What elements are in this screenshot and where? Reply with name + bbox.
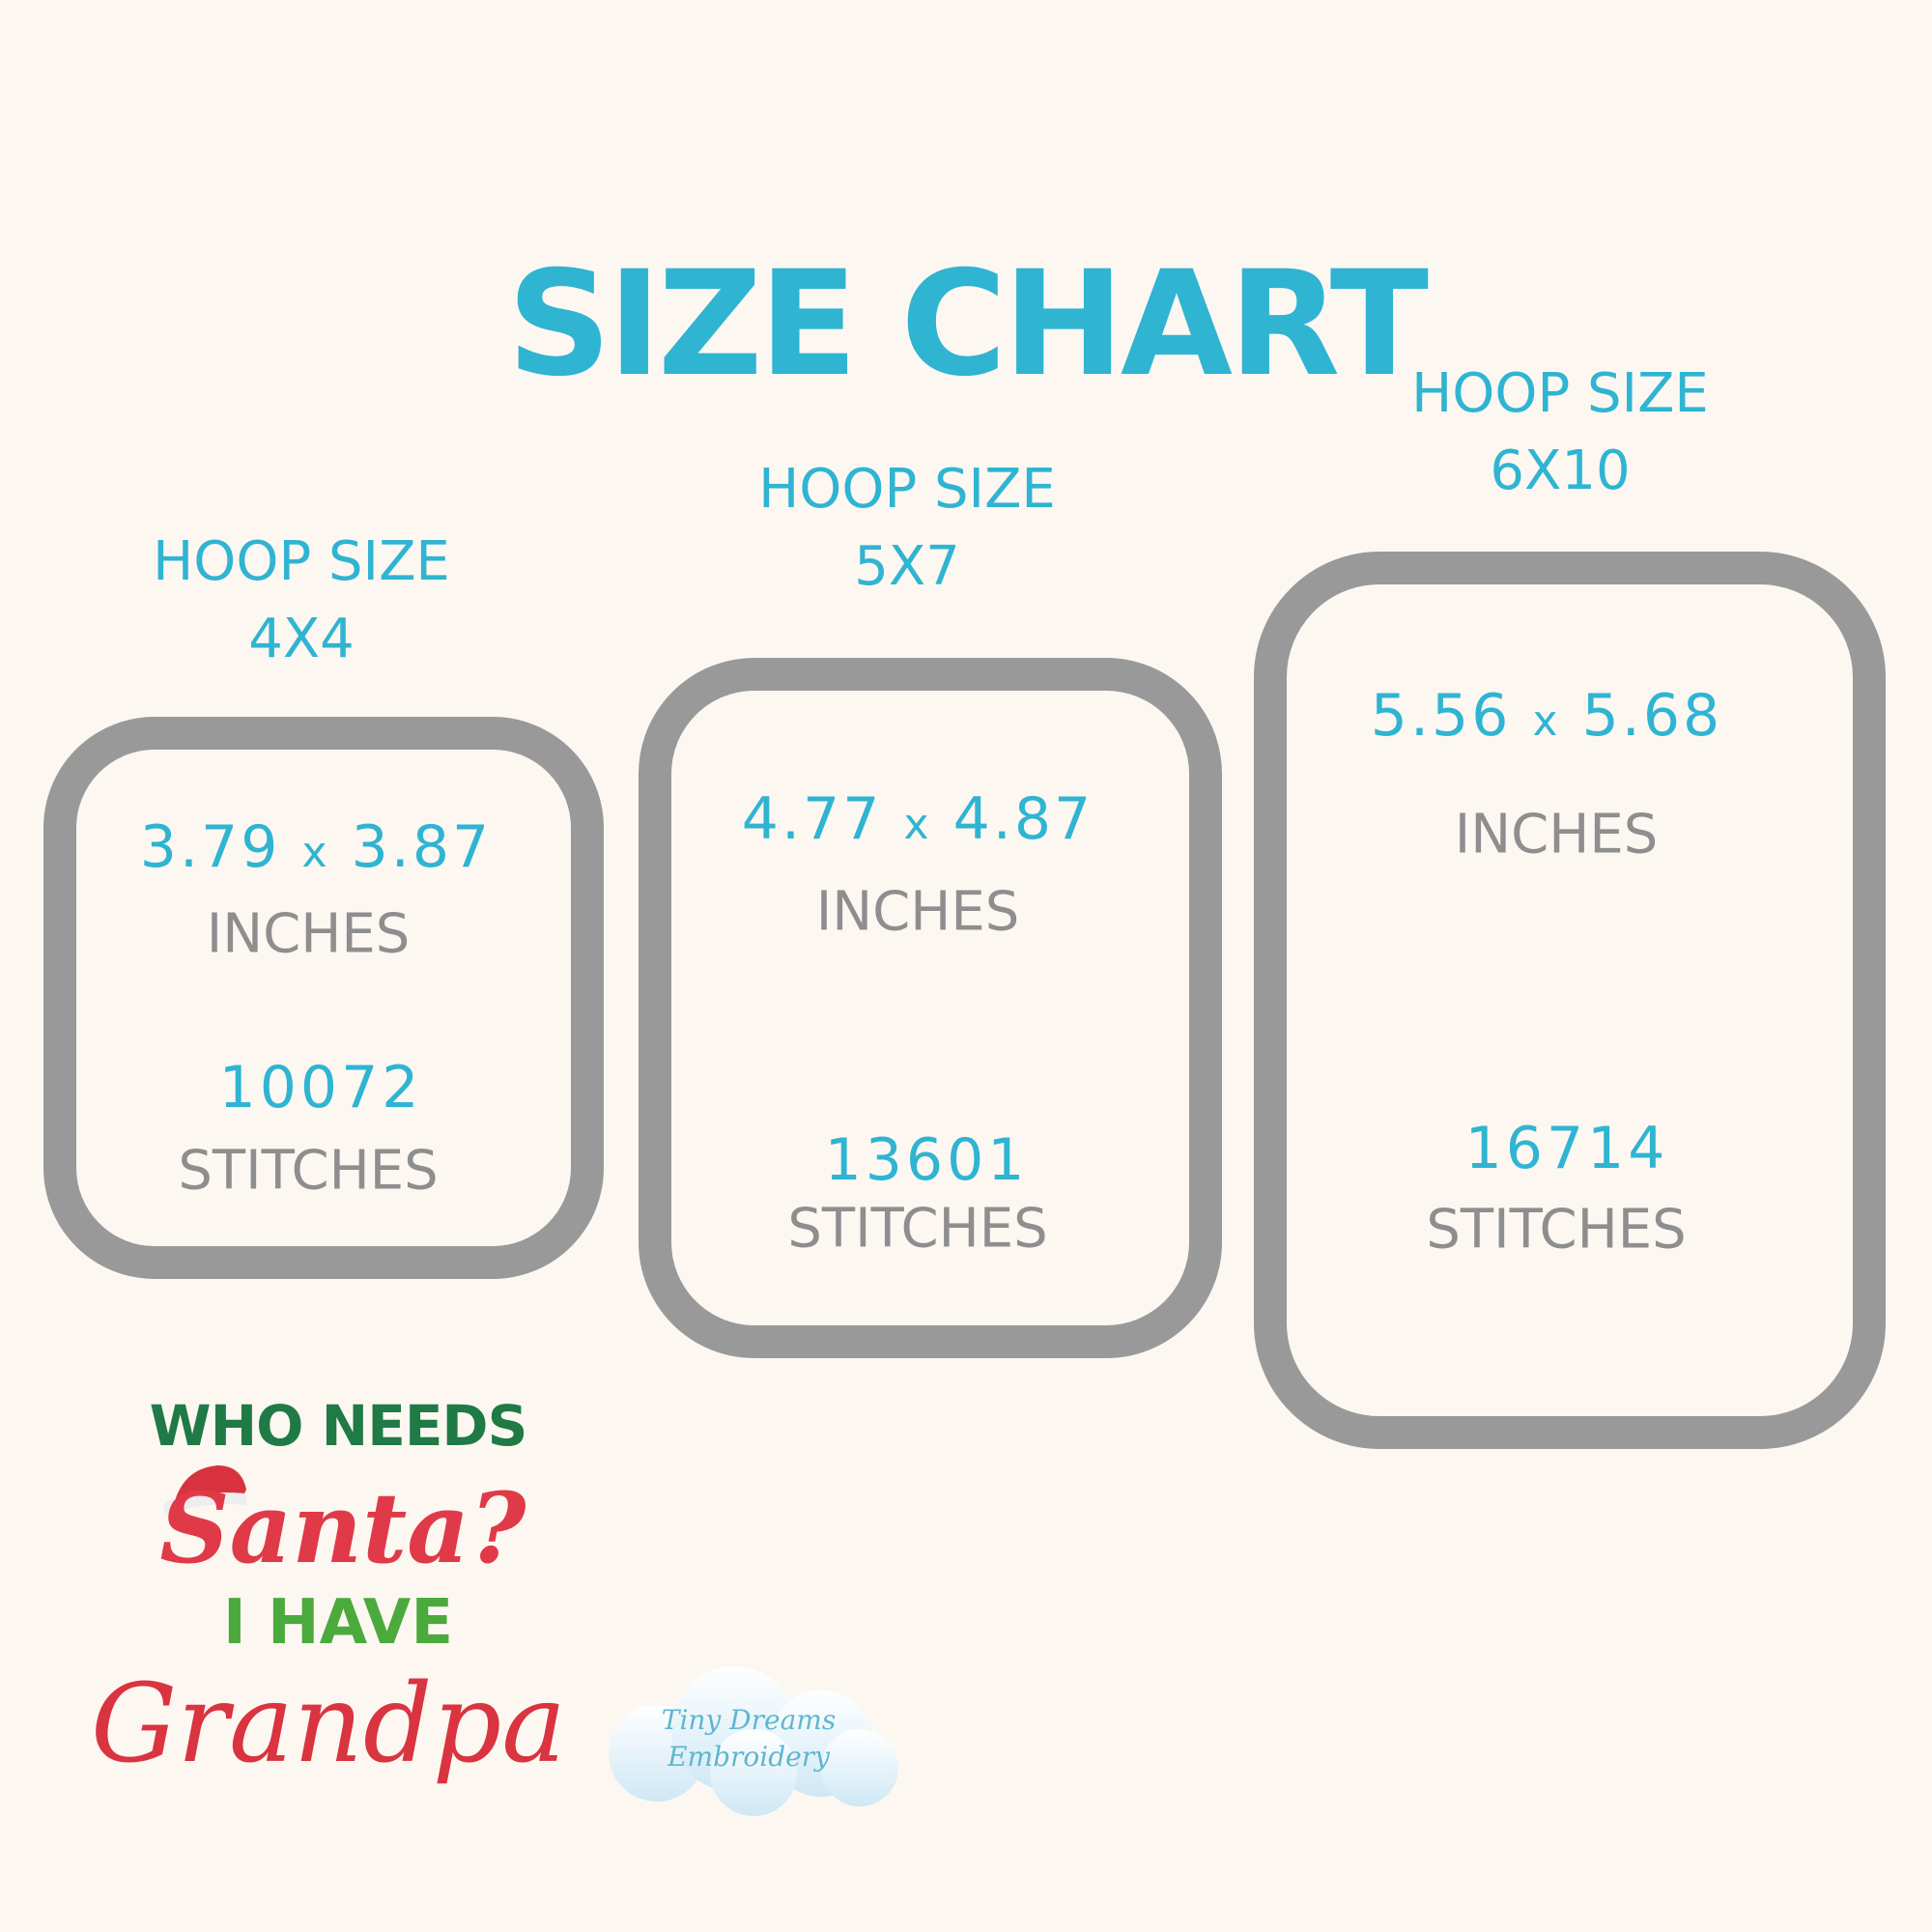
design-line-santa: Santa? xyxy=(159,1471,526,1585)
stitches-label: STITCHES xyxy=(1426,1198,1687,1262)
design-line-i-have: I HAVE xyxy=(222,1587,454,1659)
stitches-label: STITCHES xyxy=(178,1139,439,1203)
hoop-size-value: 6X10 xyxy=(1490,440,1631,502)
hoop-size-label: HOOP SIZE xyxy=(758,458,1056,521)
stitch-count: 13601 xyxy=(824,1126,1029,1194)
width-value: 4.77 xyxy=(741,785,883,853)
height-value: 5.68 xyxy=(1581,682,1723,750)
watermark-line1: Tiny Dreams xyxy=(661,1704,837,1736)
watermark-line2: Embroidery xyxy=(668,1741,830,1773)
hoop-outline-5x7 xyxy=(639,658,1222,1358)
hoop-size-value: 4X4 xyxy=(248,608,355,670)
width-value: 5.56 xyxy=(1370,682,1512,750)
hoop-size-label: HOOP SIZE xyxy=(153,530,450,593)
unit-label: INCHES xyxy=(206,902,411,966)
santa-hat-icon xyxy=(164,1465,247,1518)
watermark-text: Tiny Dreams Embroidery xyxy=(662,1702,836,1776)
times-sign: x xyxy=(1532,696,1561,746)
hoop-label-5x7: HOOP SIZE 5X7 xyxy=(758,451,1056,606)
stitches-label: STITCHES xyxy=(787,1197,1048,1261)
stitch-count: 16714 xyxy=(1464,1115,1669,1182)
dimensions-6x10: 5.56 x 5.68 xyxy=(1371,682,1722,750)
unit-label: INCHES xyxy=(1454,803,1659,867)
hoop-size-label: HOOP SIZE xyxy=(1411,362,1709,425)
hoop-size-value: 5X7 xyxy=(854,535,960,598)
height-value: 3.87 xyxy=(351,813,493,881)
design-line-who-needs: WHO NEEDS xyxy=(149,1393,528,1459)
stitch-count: 10072 xyxy=(218,1054,423,1122)
hoop-outline-6x10 xyxy=(1254,552,1886,1449)
hoop-label-4x4: HOOP SIZE 4X4 xyxy=(153,524,450,678)
design-line-grandpa: Grandpa xyxy=(90,1662,567,1787)
times-sign: x xyxy=(301,828,330,877)
hoop-label-6x10: HOOP SIZE 6X10 xyxy=(1411,355,1709,510)
dimensions-4x4: 3.79 x 3.87 xyxy=(140,813,492,881)
times-sign: x xyxy=(903,800,932,849)
height-value: 4.87 xyxy=(952,785,1094,853)
page-title: SIZE CHART xyxy=(506,241,1429,409)
cloud-watermark-icon xyxy=(609,1666,898,1816)
dimensions-5x7: 4.77 x 4.87 xyxy=(742,785,1094,853)
width-value: 3.79 xyxy=(139,813,281,881)
unit-label: INCHES xyxy=(815,880,1020,944)
hoop-outline-4x4 xyxy=(43,717,604,1279)
